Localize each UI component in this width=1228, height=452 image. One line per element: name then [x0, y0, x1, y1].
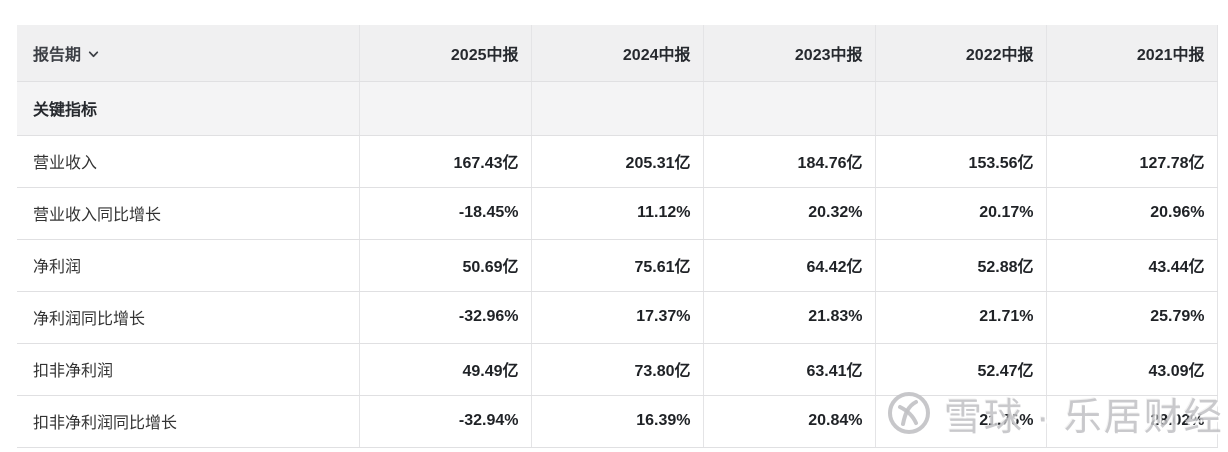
column-header-2024: 2024中报	[531, 25, 704, 82]
cell-value: 20.96%	[1046, 187, 1218, 240]
financial-report-table: 报告期 2025中报 2024中报 2023中报 2022中报 2021中报 关…	[17, 25, 1218, 448]
cell-value: 52.47亿	[875, 343, 1047, 396]
cell-value: 17.37%	[531, 291, 704, 344]
table-row-net-profit-growth: 净利润同比增长 -32.96% 17.37% 21.83% 21.71% 25.…	[17, 291, 1218, 344]
header-row: 报告期 2025中报 2024中报 2023中报 2022中报 2021中报	[17, 25, 1218, 82]
cell-value: 127.78亿	[1046, 135, 1218, 188]
row-label: 净利润	[17, 239, 360, 292]
cell-value: -18.45%	[359, 187, 532, 240]
cell-value: 63.41亿	[703, 343, 876, 396]
cell-value: -32.94%	[359, 395, 532, 448]
report-period-label: 报告期	[33, 46, 82, 64]
cell-value: 153.56亿	[875, 135, 1047, 188]
cell-value: 205.31亿	[531, 135, 704, 188]
section-empty-cell	[359, 81, 532, 136]
cell-value: 20.84%	[703, 395, 876, 448]
cell-value: 52.88亿	[875, 239, 1047, 292]
cell-value: 75.61亿	[531, 239, 704, 292]
cell-value: 64.42亿	[703, 239, 876, 292]
cell-value: 20.32%	[703, 187, 876, 240]
table-row-deducted-net-profit: 扣非净利润 49.49亿 73.80亿 63.41亿 52.47亿 43.09亿	[17, 343, 1218, 396]
row-label: 净利润同比增长	[17, 291, 360, 344]
cell-value: 16.39%	[531, 395, 704, 448]
cell-value: 20.17%	[875, 187, 1047, 240]
cell-value: -32.96%	[359, 291, 532, 344]
column-header-2025: 2025中报	[359, 25, 532, 82]
table-row-revenue: 营业收入 167.43亿 205.31亿 184.76亿 153.56亿 127…	[17, 135, 1218, 188]
report-period-dropdown[interactable]: 报告期	[17, 25, 360, 82]
cell-value: 73.80亿	[531, 343, 704, 396]
cell-value: 50.69亿	[359, 239, 532, 292]
cell-value: 43.44亿	[1046, 239, 1218, 292]
cell-value: 43.09亿	[1046, 343, 1218, 396]
section-title: 关键指标	[17, 81, 360, 136]
column-header-2022: 2022中报	[875, 25, 1047, 82]
cell-value: 28.02%	[1046, 395, 1218, 448]
row-label: 扣非净利润同比增长	[17, 395, 360, 448]
cell-value: 21.71%	[875, 291, 1047, 344]
column-header-2021: 2021中报	[1046, 25, 1218, 82]
cell-value: 184.76亿	[703, 135, 876, 188]
row-label: 扣非净利润	[17, 343, 360, 396]
row-label: 营业收入同比增长	[17, 187, 360, 240]
chevron-down-icon	[88, 51, 99, 57]
column-header-2023: 2023中报	[703, 25, 876, 82]
section-row: 关键指标	[17, 81, 1218, 136]
section-empty-cell	[875, 81, 1047, 136]
cell-value: 167.43亿	[359, 135, 532, 188]
section-empty-cell	[703, 81, 876, 136]
cell-value: 21.83%	[703, 291, 876, 344]
cell-value: 25.79%	[1046, 291, 1218, 344]
section-empty-cell	[1046, 81, 1218, 136]
table-row-deducted-net-profit-growth: 扣非净利润同比增长 -32.94% 16.39% 20.84% 21.76% 2…	[17, 395, 1218, 448]
section-empty-cell	[531, 81, 704, 136]
table-row-net-profit: 净利润 50.69亿 75.61亿 64.42亿 52.88亿 43.44亿	[17, 239, 1218, 292]
cell-value: 11.12%	[531, 187, 704, 240]
cell-value: 21.76%	[875, 395, 1047, 448]
row-label: 营业收入	[17, 135, 360, 188]
table-row-revenue-growth: 营业收入同比增长 -18.45% 11.12% 20.32% 20.17% 20…	[17, 187, 1218, 240]
cell-value: 49.49亿	[359, 343, 532, 396]
